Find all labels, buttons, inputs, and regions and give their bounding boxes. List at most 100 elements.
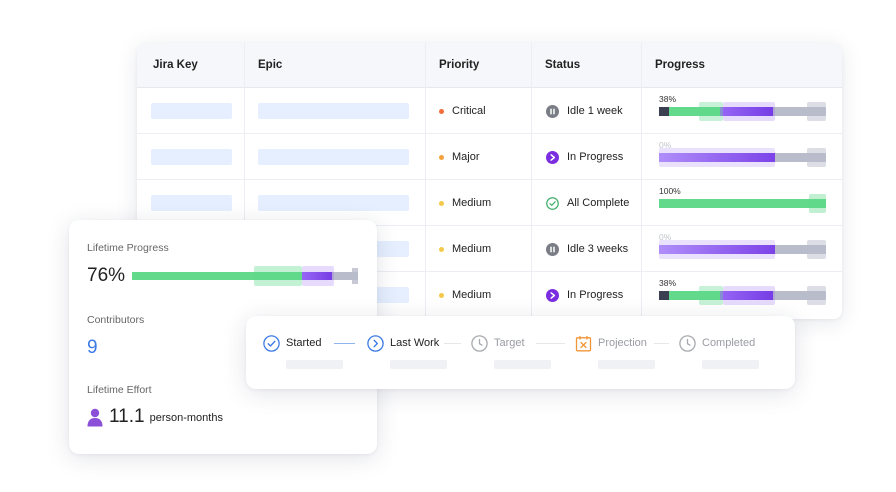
column-header-priority[interactable]: Priority <box>439 59 480 71</box>
column-divider <box>641 43 642 319</box>
jira-key-placeholder <box>151 195 232 211</box>
priority-dot <box>439 154 444 160</box>
status-cell: In Progress <box>546 272 623 318</box>
column-divider <box>531 43 532 319</box>
progress-cell: 38% <box>659 272 827 318</box>
column-divider <box>425 43 426 319</box>
progress-purple-segment <box>720 291 773 300</box>
priority-label: Medium <box>452 243 492 255</box>
timeline-step-completed[interactable]: Completed <box>679 334 755 352</box>
timeline-connector <box>536 343 565 344</box>
lifetime-progress-bar <box>132 266 359 286</box>
play-icon <box>546 288 559 302</box>
priority-dot <box>439 246 444 252</box>
progress-green-segment <box>669 107 720 116</box>
priority-dot <box>439 200 444 206</box>
progress-highlight <box>659 240 775 259</box>
progress-cell: 100% <box>659 180 827 226</box>
priority-label: Medium <box>452 197 492 209</box>
timeline-step-target[interactable]: Target <box>471 334 525 352</box>
pause-icon <box>546 104 559 118</box>
table-header: Jira Key Epic Priority Status Progress <box>137 43 842 88</box>
progress-done-segment <box>659 107 669 116</box>
timeline-step-last-work[interactable]: Last Work <box>367 334 439 352</box>
progress-done-segment <box>659 291 669 300</box>
lifetime-effort-label: Lifetime Effort <box>87 384 152 396</box>
lifetime-progress-label: Lifetime Progress <box>87 242 169 254</box>
priority-cell: Medium <box>439 272 491 318</box>
timeline-connector <box>444 343 461 344</box>
epic-placeholder <box>258 195 409 211</box>
progress-cell: 38% <box>659 88 827 134</box>
status-label: In Progress <box>567 289 624 301</box>
timeline-step-started[interactable]: Started <box>263 334 321 352</box>
check-circle-icon <box>263 334 280 352</box>
progress-highlight <box>807 102 826 121</box>
status-label: All Complete <box>567 197 630 209</box>
epic-placeholder <box>258 149 409 165</box>
priority-cell: Medium <box>439 226 491 272</box>
clock-icon <box>679 334 696 352</box>
timeline-step-label: Completed <box>702 337 756 349</box>
calendar-x-icon <box>575 335 592 351</box>
status-cell: In Progress <box>546 134 623 180</box>
progress-highlight <box>807 148 826 167</box>
column-header-status[interactable]: Status <box>545 59 581 71</box>
lifetime-progress-value: 76% <box>87 265 126 286</box>
progress-percent: 38% <box>659 94 677 104</box>
progress-purple-segment <box>720 107 773 116</box>
status-cell: Idle 3 weeks <box>546 226 628 272</box>
progress-highlight <box>254 266 302 286</box>
progress-percent: 38% <box>659 278 677 288</box>
status-label: Idle 1 week <box>567 105 623 117</box>
column-header-progress[interactable]: Progress <box>655 59 705 71</box>
progress-green-segment <box>659 199 826 208</box>
progress-green-segment <box>669 291 720 300</box>
column-divider <box>244 43 245 319</box>
lifetime-effort-unit: person-months <box>149 412 223 424</box>
progress-purple-segment <box>659 153 775 162</box>
timeline-step-label: Target <box>494 337 525 349</box>
progress-purple-segment <box>659 245 775 254</box>
status-cell: Idle 1 week <box>546 88 623 134</box>
table-row[interactable]: Critical Idle 1 week 38% <box>137 88 842 134</box>
priority-label: Critical <box>452 105 486 117</box>
timeline-connector <box>654 343 669 344</box>
column-header-epic[interactable]: Epic <box>258 59 283 71</box>
contributors-value: 9 <box>87 337 98 358</box>
lifetime-progress-purple-segment <box>302 272 332 280</box>
priority-cell: Critical <box>439 88 486 134</box>
timeline-step-label: Started <box>286 337 322 349</box>
table-row[interactable]: Medium All Complete 100% <box>137 180 842 226</box>
timeline-card: Started Last Work Target Projection Comp… <box>246 316 795 389</box>
progress-cell: 0% <box>659 134 827 180</box>
progress-percent: 0% <box>659 232 672 242</box>
progress-highlight <box>807 286 826 305</box>
status-label: In Progress <box>567 151 624 163</box>
clock-icon <box>471 334 488 352</box>
contributors-label: Contributors <box>87 314 145 326</box>
timeline-step-projection[interactable]: Projection <box>575 334 647 352</box>
lifetime-effort-value: 11.1 <box>109 406 145 427</box>
progress-highlight <box>723 102 775 121</box>
progress-percent: 100% <box>659 186 681 196</box>
progress-highlight <box>699 102 723 121</box>
progress-highlight <box>809 194 826 213</box>
person-icon <box>87 408 103 426</box>
priority-label: Medium <box>452 289 492 301</box>
timeline-date-placeholder <box>598 360 655 369</box>
pause-icon <box>546 242 559 256</box>
check-circle-icon <box>546 196 559 210</box>
priority-cell: Major <box>439 134 480 180</box>
progress-percent: 0% <box>659 140 672 150</box>
timeline-date-placeholder <box>702 360 759 369</box>
progress-highlight <box>723 286 775 305</box>
status-cell: All Complete <box>546 180 629 226</box>
column-header-jira-key[interactable]: Jira Key <box>153 59 198 71</box>
status-label: Idle 3 weeks <box>567 243 629 255</box>
table-row[interactable]: Major In Progress 0% <box>137 134 842 180</box>
progress-cell: 0% <box>659 226 827 272</box>
priority-cell: Medium <box>439 180 491 226</box>
progress-highlight <box>302 266 334 286</box>
timeline-date-placeholder <box>494 360 551 369</box>
